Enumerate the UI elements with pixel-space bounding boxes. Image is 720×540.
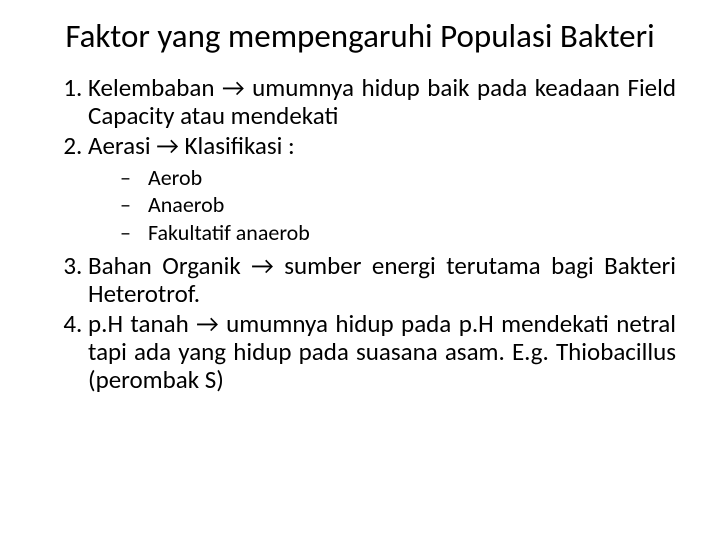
item-text: Bahan Organik → sumber energi terutama b… [88, 250, 676, 309]
sub-list-item: Anaerob [124, 191, 676, 219]
list-item: Bahan Organik → sumber energi terutama b… [88, 252, 680, 308]
sub-item-text: Fakultatif anaerob [148, 219, 310, 246]
sub-item-text: Aerob [148, 164, 202, 191]
item-text: Kelembaban → umumnya hidup baik pada kea… [88, 72, 676, 131]
sub-list-item: Aerob [124, 164, 676, 192]
slide: Faktor yang mempengaruhi Populasi Bakter… [0, 0, 720, 540]
list-item: Kelembaban → umumnya hidup baik pada kea… [88, 74, 680, 130]
list-item: p.H tanah → umumnya hidup pada p.H mende… [88, 310, 680, 394]
main-list: Kelembaban → umumnya hidup baik pada kea… [40, 74, 680, 395]
sub-list-item: Fakultatif anaerob [124, 219, 676, 247]
sub-list: Aerob Anaerob Fakultatif anaerob [88, 164, 676, 247]
sub-item-text: Anaerob [148, 191, 224, 218]
item-text: p.H tanah → umumnya hidup pada p.H mende… [88, 308, 676, 395]
slide-title: Faktor yang mempengaruhi Populasi Bakter… [40, 18, 680, 56]
list-item: Aerasi → Klasifikasi : Aerob Anaerob Fak… [88, 132, 680, 247]
item-text: Aerasi → Klasifikasi : [88, 130, 295, 161]
